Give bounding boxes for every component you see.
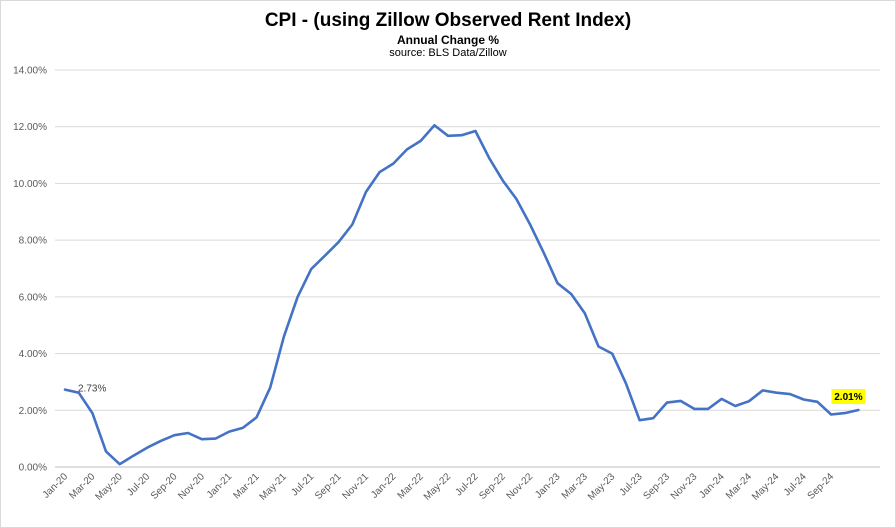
x-tick-label: Sep-22	[477, 471, 508, 502]
x-tick-label: Mar-20	[67, 471, 97, 501]
x-tick-label: Mar-24	[724, 471, 754, 501]
y-tick-label: 8.00%	[19, 236, 47, 247]
y-axis-ticks: 0.00% 2.00% 4.00% 6.00% 8.00% 10.00% 12.00% 14.…	[13, 66, 47, 474]
y-tick-label: 0.00%	[19, 463, 47, 474]
y-tick-label: 10.00%	[13, 179, 47, 190]
x-tick-label: Mar-21	[231, 471, 261, 501]
x-tick-label: Jan-24	[697, 471, 727, 501]
x-tick-label: Mar-22	[396, 471, 426, 501]
data-label-last-highlight	[831, 389, 866, 405]
x-tick-label: Nov-20	[176, 471, 207, 502]
x-tick-label: Mar-23	[560, 471, 590, 501]
x-tick-label: Jan-22	[369, 471, 399, 501]
y-tick-label: 14.00%	[13, 66, 47, 77]
x-tick-label: Nov-22	[505, 471, 536, 502]
y-tick-label: 2.00%	[19, 406, 47, 417]
y-tick-label: 12.00%	[13, 122, 47, 133]
x-tick-label: Sep-20	[149, 471, 180, 502]
x-tick-label: Sep-21	[313, 471, 344, 502]
data-label-first: 2.73%	[78, 384, 106, 395]
x-tick-label: May-24	[750, 471, 782, 503]
x-tick-label: Sep-24	[806, 471, 837, 502]
data-labels: 2.73% 2.01%	[78, 384, 866, 405]
x-tick-label: Jan-20	[41, 471, 71, 501]
x-tick-label: Nov-23	[669, 471, 700, 502]
y-tick-label: 6.00%	[19, 292, 47, 303]
x-tick-label: May-22	[422, 471, 454, 503]
x-tick-label: May-20	[93, 471, 125, 503]
chart-subtitle: Annual Change %	[396, 33, 499, 47]
x-tick-label: May-21	[258, 471, 290, 503]
series-line	[63, 124, 860, 466]
x-tick-label: Jan-23	[533, 471, 563, 501]
x-tick-label: Jan-21	[205, 471, 235, 501]
series-layer	[63, 124, 860, 466]
y-tick-label: 4.00%	[19, 349, 47, 360]
x-tick-label: Sep-23	[641, 471, 672, 502]
gridlines	[55, 69, 880, 468]
chart-title: CPI - (using Zillow Observed Rent Index)	[264, 10, 632, 31]
chart-source: source: BLS Data/Zillow	[389, 47, 507, 59]
x-tick-label: May-23	[586, 471, 618, 503]
x-tick-label: Nov-21	[340, 471, 371, 502]
data-label-last: 2.01%	[834, 392, 862, 403]
